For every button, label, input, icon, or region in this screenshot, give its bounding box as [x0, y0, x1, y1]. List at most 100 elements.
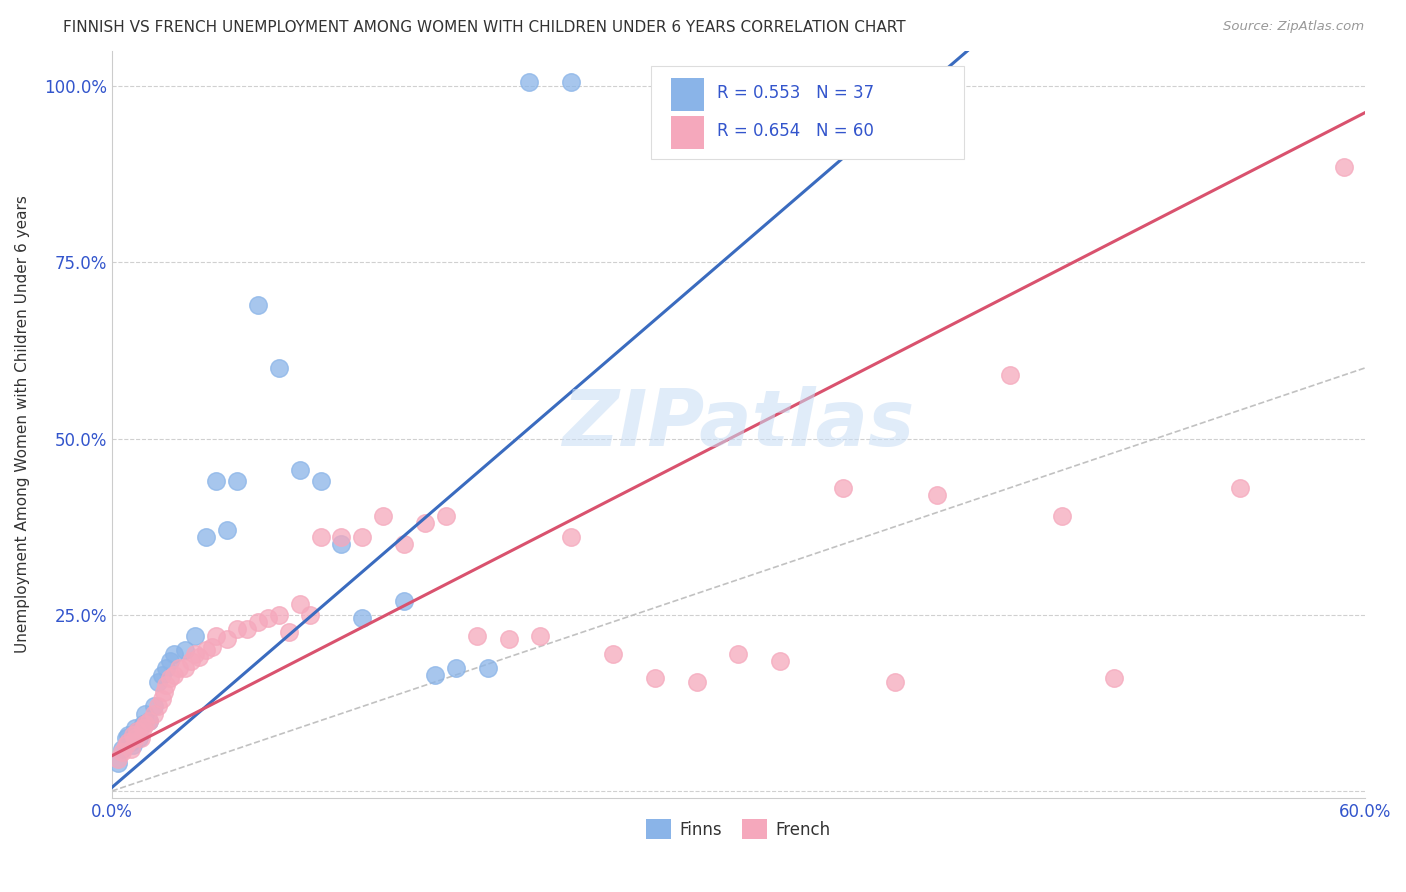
Text: Source: ZipAtlas.com: Source: ZipAtlas.com [1223, 20, 1364, 33]
Point [194, 530, 217, 544]
Point [392, 537, 415, 551]
Point [215, 632, 238, 647]
Point [925, 488, 948, 502]
Point [831, 481, 853, 495]
Point [132, 717, 155, 731]
Point [142, 699, 165, 714]
Point [134, 706, 156, 721]
Point [226, 622, 249, 636]
Point [128, 731, 150, 746]
Point [180, 654, 202, 668]
Point [236, 622, 259, 636]
Point [125, 724, 148, 739]
Point [246, 615, 269, 629]
Point [132, 721, 155, 735]
Point [267, 361, 290, 376]
Point [121, 738, 143, 752]
Point [425, 667, 447, 681]
Point [215, 523, 238, 537]
Point [1102, 671, 1125, 685]
Point [115, 731, 138, 746]
Point [560, 75, 582, 89]
Point [134, 717, 156, 731]
Point [373, 509, 395, 524]
Point [173, 661, 195, 675]
Point [769, 654, 792, 668]
Point [124, 721, 146, 735]
Point [309, 474, 332, 488]
Point [352, 611, 374, 625]
Text: FINNISH VS FRENCH UNEMPLOYMENT AMONG WOMEN WITH CHILDREN UNDER 6 YEARS CORRELATI: FINNISH VS FRENCH UNEMPLOYMENT AMONG WOM… [63, 20, 905, 35]
Point [226, 474, 249, 488]
Point [477, 661, 499, 675]
Point [529, 629, 551, 643]
Point [330, 537, 353, 551]
Point [1050, 509, 1073, 524]
Point [163, 647, 186, 661]
Y-axis label: Unemployment Among Women with Children Under 6 years: Unemployment Among Women with Children U… [15, 195, 30, 653]
Point [142, 706, 165, 721]
Point [644, 671, 666, 685]
Point [125, 724, 148, 739]
Point [146, 674, 169, 689]
Point [107, 756, 129, 770]
Point [560, 530, 582, 544]
FancyBboxPatch shape [651, 66, 965, 159]
Point [309, 530, 332, 544]
Legend: Finns, French: Finns, French [640, 813, 837, 846]
Point [150, 692, 173, 706]
Text: ZIPatlas: ZIPatlas [562, 386, 914, 462]
Point [167, 661, 190, 675]
Point [184, 647, 207, 661]
Point [155, 678, 177, 692]
Point [120, 735, 142, 749]
Point [446, 661, 468, 675]
Point [246, 297, 269, 311]
FancyBboxPatch shape [671, 116, 704, 149]
Point [150, 667, 173, 681]
Point [1229, 481, 1251, 495]
Point [117, 735, 139, 749]
Point [352, 530, 374, 544]
Point [117, 728, 139, 742]
Point [998, 368, 1021, 382]
Point [194, 643, 217, 657]
Point [883, 674, 905, 689]
Point [205, 474, 228, 488]
Point [257, 611, 280, 625]
Point [465, 629, 488, 643]
Point [498, 632, 520, 647]
Point [201, 640, 224, 654]
Point [111, 741, 134, 756]
Point [107, 752, 129, 766]
Point [602, 647, 624, 661]
Point [159, 654, 181, 668]
Point [205, 629, 228, 643]
Point [413, 516, 436, 530]
Text: R = 0.553   N = 37: R = 0.553 N = 37 [717, 84, 875, 103]
Point [685, 674, 707, 689]
Point [163, 667, 186, 681]
Point [278, 625, 301, 640]
Point [299, 607, 322, 622]
Point [155, 661, 177, 675]
Point [188, 650, 211, 665]
Point [129, 731, 152, 746]
Point [115, 738, 138, 752]
Point [330, 530, 353, 544]
FancyBboxPatch shape [671, 78, 704, 112]
Point [120, 741, 142, 756]
Point [124, 731, 146, 746]
Point [519, 75, 541, 89]
Point [288, 463, 311, 477]
Point [852, 75, 875, 89]
Point [267, 607, 290, 622]
Point [138, 714, 160, 728]
Point [184, 629, 207, 643]
Point [146, 699, 169, 714]
Point [434, 509, 457, 524]
Point [392, 593, 415, 607]
Point [727, 647, 749, 661]
Point [1333, 160, 1355, 174]
Point [173, 643, 195, 657]
